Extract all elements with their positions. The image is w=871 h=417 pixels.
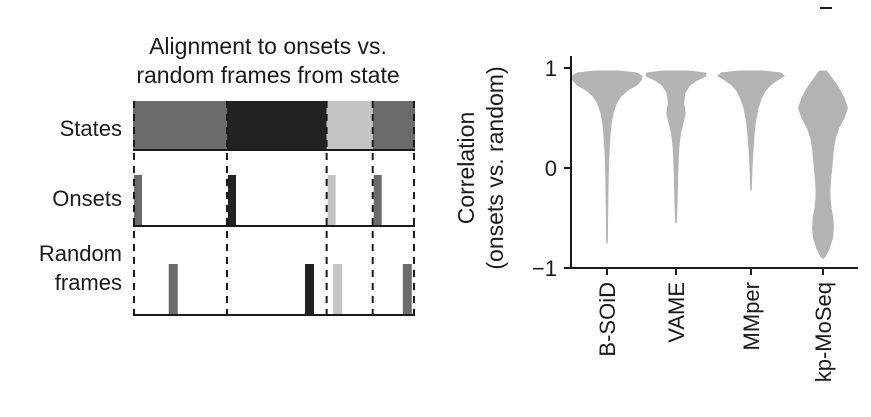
violin-vame bbox=[645, 70, 707, 224]
x-ticks: B-SOiD VAME MMper kp-MoSeq bbox=[595, 268, 836, 382]
row-label-random-line2: frames bbox=[55, 270, 122, 295]
y-axis-label-line1: Correlation bbox=[453, 112, 479, 225]
y-ticks: −1 0 1 bbox=[532, 56, 571, 281]
alignment-panel: Alignment to onsets vs. random frames fr… bbox=[39, 33, 415, 318]
alignment-title-line2: random frames from state bbox=[136, 62, 399, 88]
alignment-title-line1: Alignment to onsets vs. bbox=[149, 33, 387, 59]
x-tick-label: VAME bbox=[664, 282, 689, 343]
onset-marker bbox=[134, 175, 142, 226]
y-tick-label: −1 bbox=[532, 256, 557, 281]
row-label-random-line1: Random bbox=[39, 241, 122, 266]
state-bars bbox=[133, 101, 415, 150]
y-tick-label: 1 bbox=[545, 56, 557, 81]
state-bar bbox=[372, 101, 415, 150]
random-frame-marker bbox=[168, 264, 178, 315]
onset-markers bbox=[134, 175, 382, 226]
y-tick-label: 0 bbox=[545, 156, 557, 181]
state-bar bbox=[326, 101, 373, 150]
onset-marker bbox=[228, 175, 236, 226]
random-frame-marker bbox=[333, 264, 343, 315]
state-bar bbox=[227, 101, 327, 150]
state-boundary-dashes bbox=[133, 101, 415, 318]
random-frame-marker bbox=[402, 264, 412, 315]
state-bar bbox=[133, 101, 227, 150]
violins bbox=[571, 70, 848, 259]
axes bbox=[570, 56, 858, 269]
random-frame-marker bbox=[305, 264, 315, 315]
onset-marker bbox=[327, 175, 336, 226]
violin-chart: Correlation (onsets vs. random) −1 0 1 B-S… bbox=[453, 56, 858, 382]
violin-mmper bbox=[717, 70, 785, 191]
random-frame-markers bbox=[168, 264, 412, 315]
y-axis-label-line2: (onsets vs. random) bbox=[482, 66, 508, 269]
onset-marker bbox=[373, 175, 382, 226]
row-label-onsets: Onsets bbox=[52, 186, 122, 211]
violin-b-soid bbox=[571, 70, 643, 244]
x-tick-label: MMper bbox=[739, 282, 764, 350]
row-baselines bbox=[133, 149, 415, 316]
violin-kp-moseq bbox=[798, 70, 848, 259]
row-label-states: States bbox=[60, 116, 122, 141]
x-tick-label: B-SOiD bbox=[595, 282, 620, 357]
x-tick-label: kp-MoSeq bbox=[811, 282, 836, 382]
